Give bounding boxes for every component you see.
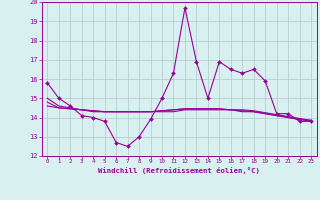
X-axis label: Windchill (Refroidissement éolien,°C): Windchill (Refroidissement éolien,°C) [98,167,260,174]
